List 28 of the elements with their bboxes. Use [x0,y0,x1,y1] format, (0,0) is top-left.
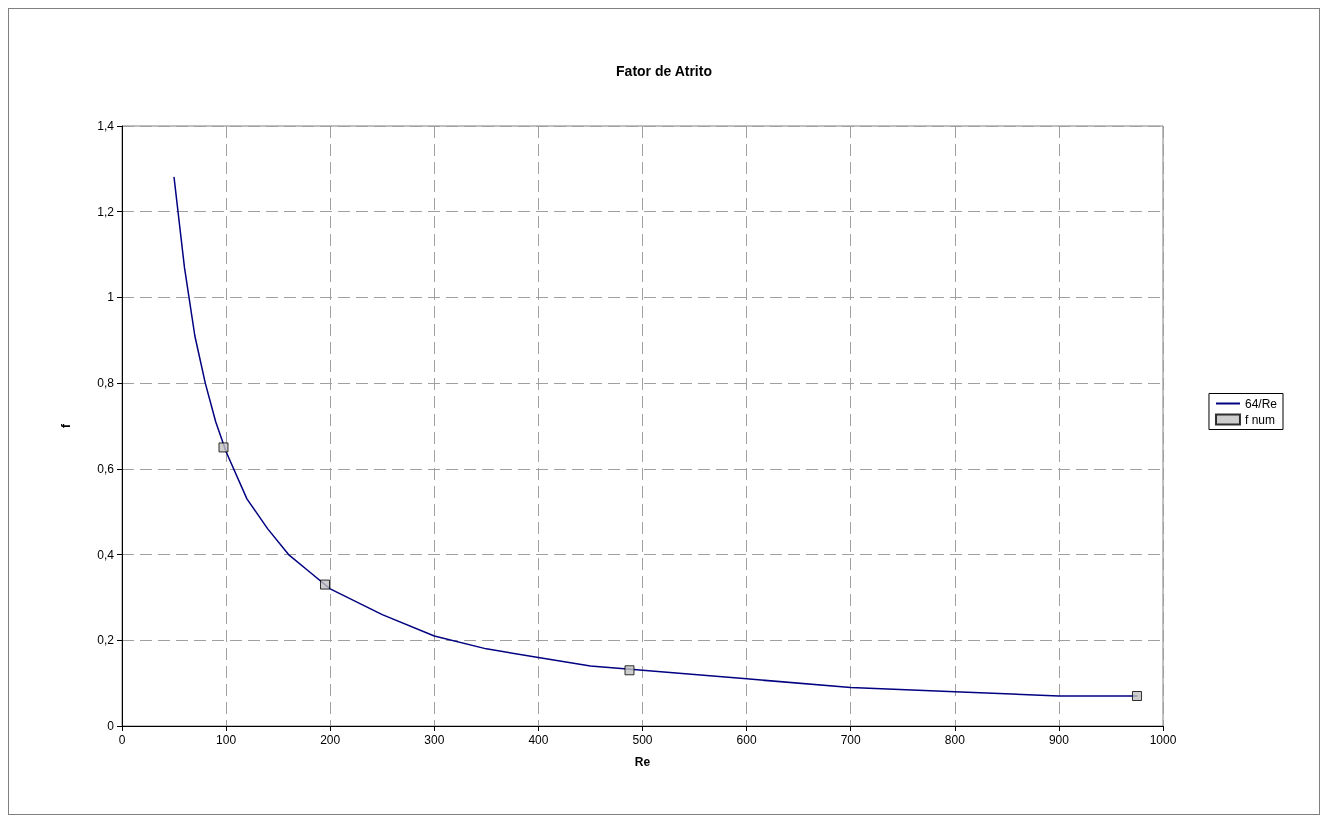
y-tick-label: 0,6 [97,461,115,476]
x-tick-label: 1000 [1149,733,1177,747]
x-tick-label: 100 [216,733,237,747]
y-tick-label: 1,2 [97,204,115,219]
x-tick-label: 800 [944,733,966,747]
y-tick-label: 0,4 [97,547,115,562]
x-tick-label: 400 [528,733,549,747]
x-tick-label: 500 [632,733,653,747]
x-axis-title: Re [634,755,651,769]
x-tick-label: 300 [424,733,445,747]
x-tick-label: 200 [320,733,341,747]
y-tick-label: 1,4 [97,119,115,133]
point [319,579,330,590]
y-axis-title: f [59,423,73,428]
x-tick-label: 0 [118,733,126,747]
point [624,665,635,676]
x-tick-label: 900 [1048,733,1070,747]
y-tick-label: 0,8 [97,376,115,391]
x-tick-label: 700 [840,733,862,747]
point [1131,691,1142,701]
legend-label: 64/Re [1244,396,1278,411]
y-tick-label: 0 [107,719,115,733]
legend-label: f num [1244,412,1275,427]
point [218,442,229,453]
y-tick-label: 0,2 [97,633,115,648]
y-tick-label: 1 [107,290,115,305]
chart-title: Fator de Atrito [616,63,712,79]
x-tick-label: 600 [736,733,757,747]
